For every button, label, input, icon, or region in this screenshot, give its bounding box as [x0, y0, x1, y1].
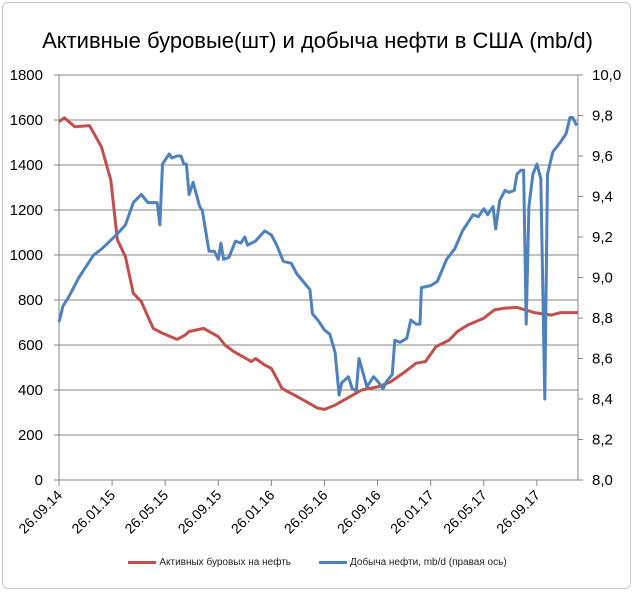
legend-swatch-production	[319, 561, 347, 564]
y-left-tick-label: 1600	[10, 112, 43, 129]
x-tick-label: 26.09.17	[493, 487, 543, 537]
x-tick-label: 26.01.15	[68, 487, 118, 537]
y-left-tick-label: 800	[18, 292, 43, 309]
y-left-tick-label: 200	[18, 427, 43, 444]
y-right-tick-label: 9,4	[592, 189, 613, 206]
y-right-tick-label: 8,6	[592, 351, 613, 368]
y-left-tick-label: 1000	[10, 247, 43, 264]
x-tick-label: 26.09.14	[15, 487, 65, 537]
y-right-tick-label: 10,0	[592, 67, 621, 84]
y-right-tick-label: 8,4	[592, 391, 613, 408]
chart-title: Активные буровые(шт) и добыча нефти в СШ…	[42, 28, 593, 53]
y-right-tick-label: 8,2	[592, 432, 613, 449]
x-tick-label: 26.01.16	[228, 487, 278, 537]
y-left-tick-label: 1800	[10, 67, 43, 84]
x-tick-label: 26.09.16	[334, 487, 384, 537]
y-right-tick-label: 9,2	[592, 229, 613, 246]
x-tick-label: 26.05.16	[281, 487, 331, 537]
x-tick-label: 26.01.17	[387, 487, 437, 537]
y-right-tick-label: 8,0	[592, 472, 613, 489]
x-tick-label: 26.05.17	[440, 487, 490, 537]
y-right-tick-label: 9,8	[592, 108, 613, 125]
legend-label-rigs: Активных буровых на нефть	[159, 557, 291, 568]
x-tick-label: 26.05.15	[121, 487, 171, 537]
y-left-tick-label: 1200	[10, 202, 43, 219]
legend-item-production: Добыча нефти, mb/d (правая ось)	[319, 557, 507, 568]
series-line-rigs	[58, 116, 578, 411]
legend-label-production: Добыча нефти, mb/d (правая ось)	[350, 557, 507, 568]
legend-swatch-rigs	[128, 561, 157, 564]
y-left-tick-label: 600	[18, 337, 43, 354]
y-left-tick-label: 1400	[10, 157, 43, 174]
series-line-production	[57, 116, 579, 401]
x-tick-label: 26.09.15	[175, 487, 225, 537]
y-right-tick-label: 9,6	[592, 148, 613, 165]
y-right-tick-label: 8,8	[592, 310, 613, 327]
legend-item-rigs: Активных буровых на нефть	[128, 557, 291, 568]
legend: Активных буровых на нефть Добыча нефти, …	[0, 557, 635, 568]
y-left-tick-label: 400	[18, 382, 43, 399]
y-left-tick-label: 0	[35, 472, 43, 489]
y-right-tick-label: 9,0	[592, 270, 613, 287]
